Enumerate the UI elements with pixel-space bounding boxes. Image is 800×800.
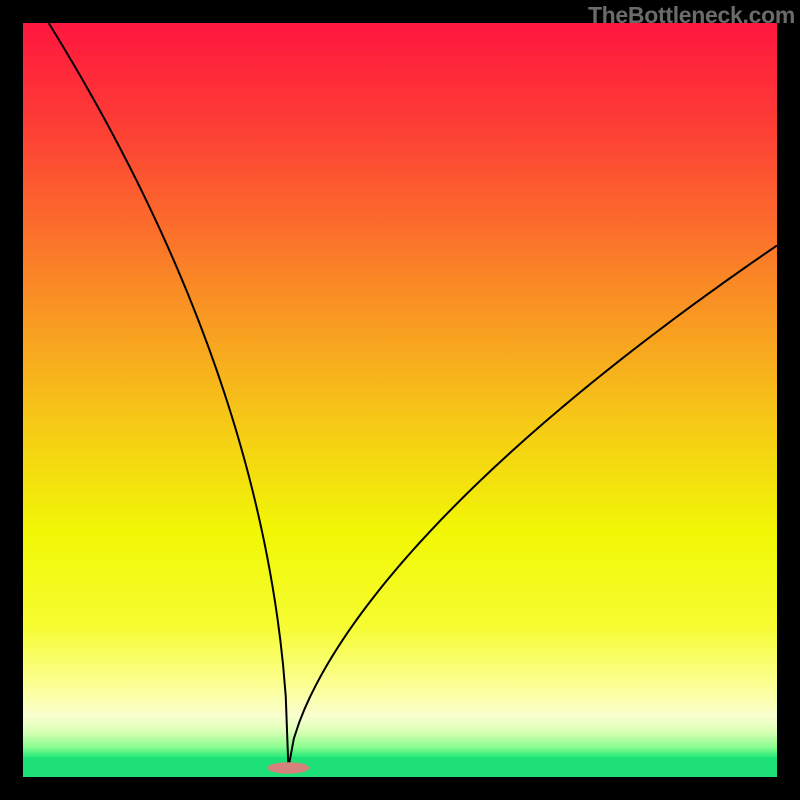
bottleneck-minimum-marker [267, 762, 309, 773]
frame-border-left [0, 0, 23, 800]
chart-bottom-green-band [23, 757, 777, 777]
chart-svg [23, 23, 777, 777]
watermark-text: TheBottleneck.com [588, 2, 795, 29]
bottleneck-chart [23, 23, 777, 777]
frame-border-right [777, 0, 800, 800]
frame-border-bottom [0, 777, 800, 800]
chart-background-gradient [23, 23, 777, 777]
